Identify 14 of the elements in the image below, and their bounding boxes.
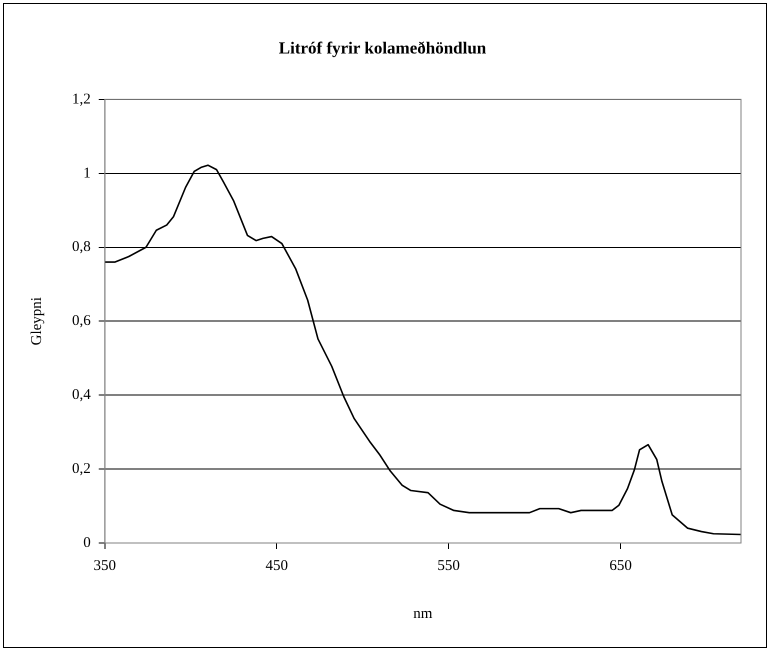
x-tick-label: 450 [265, 558, 288, 574]
y-tick-label: 0,2 [72, 461, 91, 478]
y-axis-title: Gleypni [28, 297, 45, 346]
y-tick-label: 1,2 [72, 91, 91, 108]
y-tick-label: 0,8 [72, 239, 91, 256]
x-tick-label: 550 [437, 558, 460, 574]
y-tick-label: 0,4 [72, 387, 92, 404]
x-tick-label: 650 [609, 558, 632, 574]
chart-title: Litróf fyrir kolameðhöndlun [278, 38, 487, 58]
y-tick-label: 0,6 [72, 313, 92, 330]
y-tick-label: 0 [83, 534, 91, 551]
x-tick-label: 350 [94, 558, 116, 574]
x-axis-title: nm [413, 606, 433, 622]
y-tick-label: 1 [83, 165, 91, 182]
